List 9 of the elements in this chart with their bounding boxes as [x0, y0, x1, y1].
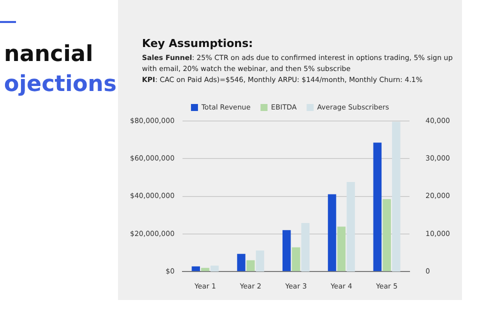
chart-title: nancial ojections	[4, 41, 117, 99]
bar	[373, 142, 382, 272]
bar	[192, 266, 200, 272]
bar	[346, 182, 355, 272]
chart-subtitle: Key Assumptions:	[142, 37, 253, 50]
bar	[328, 194, 336, 272]
bar	[392, 122, 400, 272]
bar	[282, 230, 291, 272]
bar	[237, 254, 246, 272]
